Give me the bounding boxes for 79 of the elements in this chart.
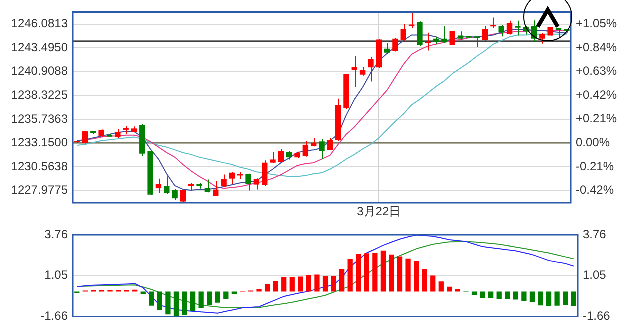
y2-tick-label: -0.21% — [576, 159, 614, 174]
bar — [571, 292, 576, 306]
y-tick-label: 1235.7363 — [11, 112, 68, 126]
y-tick-label: 1233.1500 — [11, 136, 68, 150]
bar — [256, 289, 262, 292]
candlestick — [474, 36, 480, 48]
bar — [224, 292, 229, 299]
bar — [348, 259, 353, 292]
bar — [331, 276, 336, 292]
bar — [322, 276, 328, 292]
bar — [290, 278, 295, 292]
bar — [422, 269, 428, 292]
candlestick — [270, 152, 276, 164]
candlestick — [466, 36, 472, 39]
bar — [563, 292, 568, 306]
bar — [190, 292, 196, 312]
y2-tick-label: +0.42% — [576, 88, 618, 102]
bar — [513, 292, 518, 300]
bar — [282, 278, 287, 292]
bar — [389, 254, 394, 292]
bar — [364, 254, 370, 292]
y-tick-label: 1227.9775 — [11, 183, 68, 198]
y2-tick-label: +0.84% — [576, 40, 618, 54]
bar — [149, 292, 154, 306]
bar — [372, 253, 378, 292]
bar — [198, 292, 204, 308]
y2-tick-label: +1.05% — [576, 16, 618, 31]
bar — [538, 292, 544, 306]
y2-tick-label: +0.63% — [576, 64, 618, 78]
bar — [298, 276, 304, 292]
bar — [496, 292, 502, 299]
bar — [522, 292, 527, 302]
bar — [406, 258, 411, 292]
bar — [430, 276, 436, 292]
bar — [140, 292, 146, 294]
bar — [264, 284, 270, 292]
bar — [174, 292, 180, 317]
y-tick-label: 1238.3225 — [11, 88, 68, 102]
candlestick — [196, 182, 202, 190]
bar — [339, 270, 345, 292]
bar — [414, 261, 420, 292]
y-tick-label: 1243.4950 — [11, 40, 68, 54]
y-tick-label: -1.66 — [40, 309, 68, 324]
bar — [207, 292, 212, 306]
bar — [530, 292, 536, 302]
bar — [380, 250, 386, 292]
bar — [157, 292, 162, 310]
bar — [488, 292, 494, 298]
candlestick — [540, 33, 546, 44]
y2-tick-label: +0.21% — [576, 112, 618, 126]
bar — [215, 292, 220, 303]
bar — [505, 292, 510, 300]
y-tick-label: 1246.0813 — [11, 16, 68, 31]
bar — [182, 292, 188, 315]
candlestick — [188, 182, 194, 192]
bar — [314, 274, 320, 292]
y2-tick-label: 1.05 — [583, 268, 607, 282]
bar — [546, 292, 552, 306]
y2-tick-label: 0.00% — [576, 135, 610, 150]
bar — [554, 292, 560, 306]
y-tick-label: 1.05 — [44, 268, 68, 282]
bar — [438, 282, 444, 292]
bar — [480, 292, 486, 298]
candlestick — [408, 12, 415, 29]
y-tick-label: 1240.9088 — [11, 64, 68, 78]
x-tick-label: 3月22日 — [357, 204, 402, 219]
bar — [472, 292, 478, 296]
bar — [447, 286, 452, 292]
bar — [356, 254, 362, 292]
y2-tick-label: -0.42% — [576, 183, 614, 198]
y2-tick-label: 3.76 — [583, 227, 607, 242]
y-tick-label: 1230.5638 — [11, 159, 68, 174]
bar — [273, 281, 278, 292]
bar — [166, 292, 171, 315]
y-tick-label: 3.76 — [44, 227, 68, 242]
bar — [397, 256, 403, 292]
bar — [232, 292, 237, 294]
bar — [306, 275, 312, 292]
y2-tick-label: -1.66 — [583, 309, 611, 324]
